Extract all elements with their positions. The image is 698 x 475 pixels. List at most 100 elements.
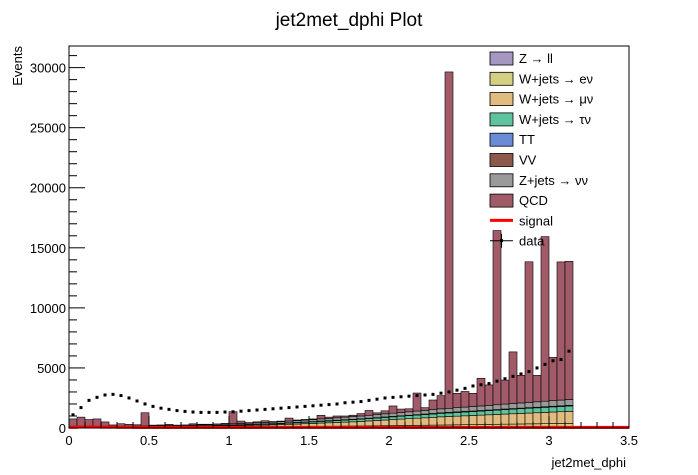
x-axis-title: jet2met_dphi	[551, 455, 627, 470]
bar-qcd-32	[324, 416, 334, 419]
bar-qcd-3	[92, 418, 102, 427]
data-point-0	[71, 413, 75, 417]
bar-qcd-48	[452, 392, 462, 408]
x-tick-label: 3.5	[620, 433, 638, 448]
data-point-32	[327, 403, 331, 407]
bar-wtn-35	[348, 419, 358, 423]
y-tick-label: 5000	[37, 361, 66, 376]
bar-qcd-20	[228, 411, 238, 425]
bar-wmn-50	[468, 415, 478, 425]
bar-wmn-57	[524, 412, 534, 425]
bar-znn-32	[324, 418, 334, 421]
bar-wmn-62	[564, 411, 574, 424]
bar-znn-54	[500, 403, 510, 410]
bar-znn-60	[548, 400, 558, 407]
data-point-14	[183, 409, 187, 413]
bar-wmn-45	[428, 417, 438, 426]
data-point-48	[455, 388, 459, 392]
legend-swatch-wmn	[489, 92, 514, 106]
bar-qcd-2	[84, 419, 94, 427]
data-point-24	[263, 407, 267, 411]
data-point-31	[319, 403, 323, 407]
data-point-19	[223, 410, 227, 414]
bar-wtn-55	[508, 408, 518, 415]
data-point-42	[407, 394, 411, 398]
bar-znn-46	[436, 408, 446, 414]
bar-wtn-59	[540, 407, 550, 413]
y-tick-label: 25000	[30, 121, 66, 136]
bar-qcd-38	[372, 412, 382, 415]
bar-wmn-51	[476, 414, 486, 425]
bar-qcd-61	[556, 261, 566, 401]
y-tick-label: 0	[59, 421, 66, 436]
bar-qcd-49	[460, 391, 470, 408]
y-tick-label: 30000	[30, 61, 66, 76]
bar-wtn-62	[564, 405, 574, 412]
bar-qcd-16	[196, 423, 206, 426]
bar-znn-39	[380, 413, 390, 418]
data-point-4	[103, 393, 107, 397]
data-point-7	[127, 396, 131, 400]
data-point-21	[239, 409, 243, 413]
bar-wtn-44	[420, 414, 430, 419]
bar-wtn-38	[372, 417, 382, 421]
bar-wtn-48	[452, 412, 462, 417]
bar-qcd-62	[564, 261, 574, 400]
legend-swatch-data-marker	[500, 239, 503, 243]
data-point-35	[351, 400, 355, 404]
bar-wmn-38	[372, 420, 382, 427]
bar-znn-61	[556, 399, 566, 407]
data-point-44	[423, 393, 427, 397]
legend-swatch-tt	[489, 132, 514, 147]
data-point-62	[567, 349, 571, 353]
bar-wmn-39	[380, 419, 390, 426]
bar-qcd-47	[444, 71, 454, 409]
bar-znn-41	[396, 412, 406, 417]
x-tick-label: 2.5	[460, 433, 478, 448]
chart-title: jet2met_dphi Plot	[275, 10, 424, 31]
legend-swatch-zll	[489, 51, 514, 66]
bar-wmn-55	[508, 413, 518, 425]
bar-wmn-36	[356, 421, 366, 427]
data-point-30	[311, 404, 315, 408]
data-point-54	[503, 377, 507, 381]
bar-qcd-10	[148, 424, 158, 427]
bar-wmn-60	[548, 411, 558, 424]
bar-wtn-40	[388, 416, 398, 420]
bar-qcd-21	[236, 420, 246, 424]
legend-label-tt: TT	[519, 132, 535, 147]
bar-wtn-57	[524, 407, 534, 414]
bar-wmn-44	[420, 417, 430, 426]
legend: Z → ll W+jets → eν W+jets → μν W+jets → τν T…	[489, 51, 593, 249]
axes: 0 0.5 1 1.5 2 2.5 3 3.5 0 5000 10000 15000 20000 2500…	[30, 55, 638, 448]
bar-wmn-47	[444, 416, 454, 426]
data-point-37	[367, 398, 371, 402]
data-point-9	[143, 402, 147, 406]
x-tick-label: 3	[545, 433, 552, 448]
bar-qcd-30	[308, 418, 318, 420]
bar-znn-35	[348, 416, 358, 420]
bar-wmn-31	[316, 422, 326, 427]
bar-qcd-50	[468, 393, 478, 407]
data-point-47	[447, 390, 451, 394]
bar-wtn-36	[356, 418, 366, 422]
bar-qcd-25	[268, 421, 278, 423]
bar-wmn-32	[324, 422, 334, 427]
bar-qcd-57	[524, 261, 534, 403]
bar-wtn-56	[516, 408, 526, 414]
bar-qcd-11	[156, 424, 166, 426]
data-point-20	[231, 410, 235, 414]
bar-wmn-37	[364, 420, 374, 427]
legend-label-wmn: W+jets → μν	[519, 92, 593, 107]
bar-qcd-34	[340, 415, 350, 418]
data-point-51	[479, 383, 483, 387]
data-point-27	[287, 406, 291, 410]
bar-znn-37	[364, 414, 374, 419]
bar-wtn-43	[412, 414, 422, 419]
data-point-13	[175, 409, 179, 413]
bar-qcd-15	[188, 423, 198, 426]
y-tick-label: 10000	[30, 301, 66, 316]
bar-wtn-34	[340, 419, 350, 423]
bar-wtn-53	[492, 409, 502, 415]
